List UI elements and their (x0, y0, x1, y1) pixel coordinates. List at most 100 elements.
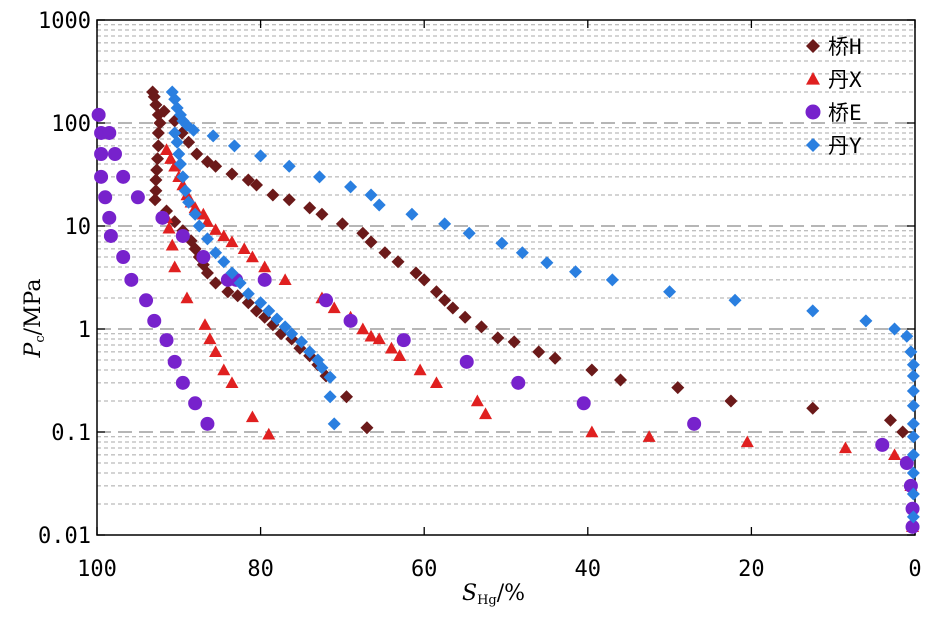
data-point (206, 129, 220, 143)
data-point (900, 329, 914, 343)
legend-label: 桥H (828, 35, 862, 59)
tick-layer: 100 80 60 40 20 0 0.01 0.1 1 10 100 1000 (38, 9, 922, 582)
data-point (147, 313, 162, 328)
data-point (327, 301, 341, 314)
data-point (614, 373, 628, 387)
data-point (906, 417, 920, 431)
data-point (94, 169, 109, 184)
data-point (168, 215, 182, 229)
legend-label: 桥E (828, 101, 862, 125)
data-point (175, 375, 190, 390)
data-point (200, 266, 214, 280)
data-point (257, 272, 272, 287)
data-point (130, 190, 145, 205)
data-point (905, 501, 920, 516)
data-point (906, 487, 920, 501)
series-3 (91, 107, 920, 534)
data-point (233, 276, 247, 290)
data-point (906, 358, 920, 372)
data-point (149, 98, 163, 112)
data-point (479, 407, 493, 420)
data-point (209, 276, 223, 290)
data-point (245, 250, 259, 263)
data-point (241, 287, 255, 301)
legend: 桥H 丹X 桥E 丹Y (805, 35, 862, 158)
data-point (495, 236, 509, 250)
data-point (344, 180, 358, 194)
x-axis-label-sub: Hg (477, 593, 497, 608)
data-point (241, 173, 255, 187)
data-point (149, 173, 163, 187)
data-point (364, 235, 378, 249)
data-point (585, 363, 599, 377)
data-point (459, 354, 474, 369)
data-point (438, 293, 452, 307)
data-point (438, 217, 452, 231)
data-point (507, 335, 521, 349)
data-point (187, 123, 201, 137)
data-point (905, 519, 920, 534)
data-point (209, 246, 223, 260)
y-tick-label: 100 (51, 112, 91, 137)
data-point (200, 215, 214, 227)
data-point (315, 207, 329, 221)
data-point (806, 401, 820, 415)
data-point (157, 104, 171, 118)
data-point (364, 188, 378, 202)
data-point (182, 135, 196, 149)
data-point (278, 320, 292, 334)
series-2 (160, 143, 920, 533)
data-point (221, 285, 235, 299)
data-point (474, 320, 488, 334)
data-point (150, 163, 164, 177)
x-tick-label: 20 (738, 557, 765, 582)
data-point (413, 363, 427, 376)
data-point (149, 184, 163, 198)
data-point (254, 296, 268, 310)
data-point (576, 396, 591, 411)
x-axis-label: SHg/% (462, 581, 525, 608)
data-point (906, 510, 920, 524)
data-point (168, 126, 182, 140)
y-axis-label-sub: c (33, 335, 48, 342)
data-point (170, 135, 184, 149)
data-point (91, 107, 106, 122)
data-point (107, 147, 122, 162)
y-tick-label: 0.1 (51, 421, 91, 446)
data-point (663, 285, 677, 299)
data-point (372, 198, 386, 212)
data-point (838, 441, 852, 454)
x-axis-label-suffix: /% (497, 581, 525, 606)
grid-layer (97, 24, 915, 505)
data-point (312, 170, 326, 184)
data-point (687, 416, 702, 431)
data-point (200, 232, 214, 246)
data-point (396, 333, 411, 348)
data-point (98, 190, 113, 205)
data-point (190, 147, 204, 161)
data-point (393, 349, 407, 361)
data-point (241, 296, 255, 310)
legend-label: 丹X (828, 68, 862, 92)
data-point (429, 376, 443, 389)
data-point (429, 285, 443, 299)
data-point (209, 345, 223, 358)
data-point (266, 188, 280, 202)
data-point (196, 250, 211, 265)
y-axis-label-suffix: /MPa (21, 279, 46, 336)
data-point (182, 195, 196, 209)
data-point (360, 421, 374, 435)
y-axis-label: Pc/MPa (21, 279, 48, 359)
data-point (540, 256, 554, 270)
data-point (188, 201, 202, 214)
data-point (728, 293, 742, 307)
data-point (906, 399, 920, 413)
data-point (172, 147, 186, 161)
data-point (285, 327, 299, 341)
data-point (225, 376, 239, 389)
data-point (155, 210, 170, 225)
data-point (167, 354, 182, 369)
data-point (258, 260, 272, 273)
data-point (462, 226, 476, 240)
